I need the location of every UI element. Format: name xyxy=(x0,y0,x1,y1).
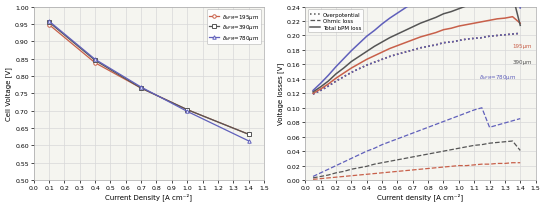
Text: 195μm: 195μm xyxy=(513,43,532,49)
$\delta_{bPM}$=390$\mu$m xyxy=(138,87,144,90)
$\delta_{bPM}$=195$\mu$m xyxy=(245,133,252,136)
X-axis label: Current Density [A cm⁻²]: Current Density [A cm⁻²] xyxy=(105,193,192,200)
Text: $\delta_{bPM}$=780μm: $\delta_{bPM}$=780μm xyxy=(479,73,516,82)
$\delta_{bPM}$=195$\mu$m xyxy=(184,109,191,111)
$\delta_{bPM}$=390$\mu$m xyxy=(92,60,98,62)
$\delta_{bPM}$=195$\mu$m xyxy=(92,62,98,65)
$\delta_{bPM}$=195$\mu$m xyxy=(46,24,52,27)
Y-axis label: Cell Voltage [V]: Cell Voltage [V] xyxy=(5,67,13,121)
$\delta_{bPM}$=780$\mu$m xyxy=(245,140,252,142)
$\delta_{bPM}$=390$\mu$m xyxy=(245,133,252,136)
$\delta_{bPM}$=195$\mu$m xyxy=(138,87,144,90)
$\delta_{bPM}$=780$\mu$m xyxy=(184,111,191,113)
$\delta_{bPM}$=780$\mu$m xyxy=(138,86,144,89)
Y-axis label: Voltage losses [V]: Voltage losses [V] xyxy=(277,63,284,125)
X-axis label: Current density [A cm⁻²]: Current density [A cm⁻²] xyxy=(377,193,464,200)
Text: 390μm: 390μm xyxy=(513,60,532,65)
Line: $\delta_{bPM}$=195$\mu$m: $\delta_{bPM}$=195$\mu$m xyxy=(48,24,250,136)
$\delta_{bPM}$=390$\mu$m xyxy=(46,22,52,24)
Legend: $\delta_{bPM}$=195$\mu$m, $\delta_{bPM}$=390$\mu$m, $\delta_{bPM}$=780$\mu$m: $\delta_{bPM}$=195$\mu$m, $\delta_{bPM}$… xyxy=(207,10,261,45)
$\delta_{bPM}$=780$\mu$m xyxy=(46,21,52,23)
$\delta_{bPM}$=780$\mu$m xyxy=(92,59,98,61)
Line: $\delta_{bPM}$=780$\mu$m: $\delta_{bPM}$=780$\mu$m xyxy=(48,20,250,143)
Legend: Overpotential, Ohmic loss, Total bPM loss: Overpotential, Ohmic loss, Total bPM los… xyxy=(308,10,363,33)
Line: $\delta_{bPM}$=390$\mu$m: $\delta_{bPM}$=390$\mu$m xyxy=(48,21,250,136)
$\delta_{bPM}$=390$\mu$m xyxy=(184,109,191,111)
